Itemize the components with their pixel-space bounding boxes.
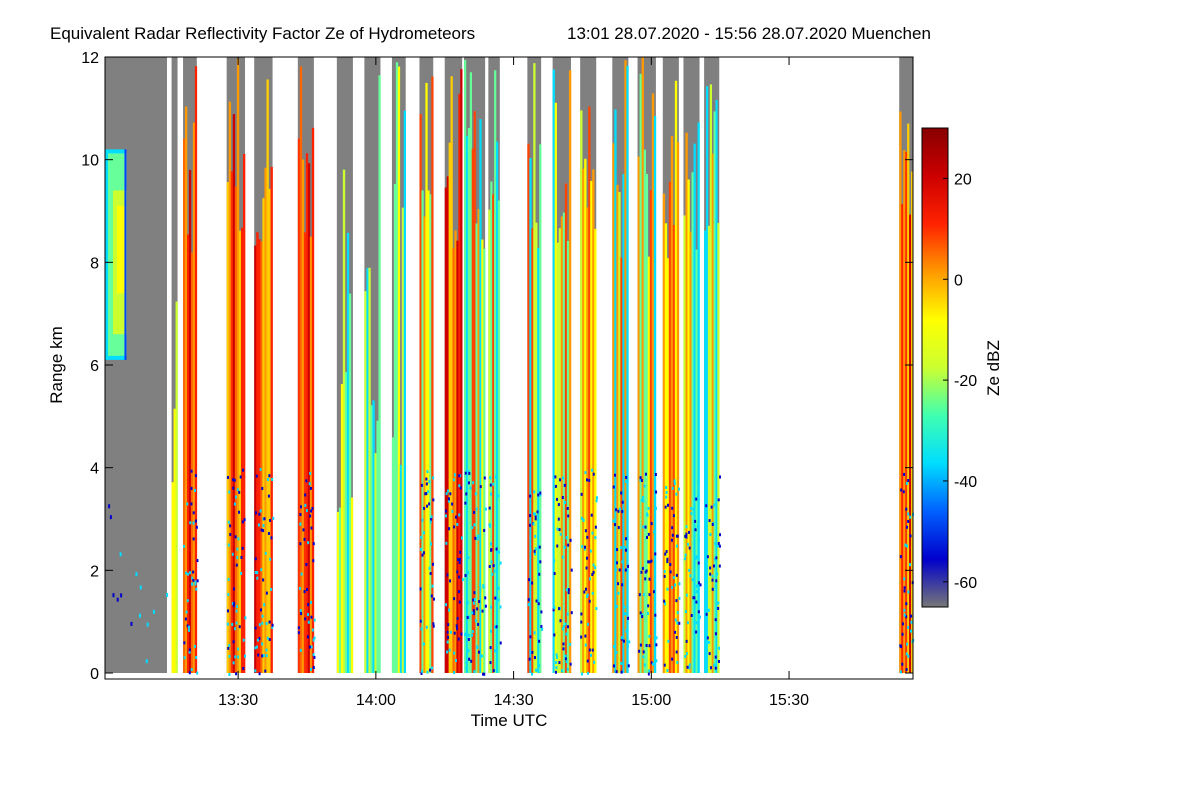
- colorbar: [921, 127, 949, 608]
- segment-0: [105, 57, 169, 673]
- y-tick-label-2: 4: [90, 461, 99, 478]
- segment-12: [488, 57, 502, 674]
- segment-16: [612, 57, 631, 674]
- x-axis-label: Time UTC: [471, 711, 548, 730]
- segment-15: [580, 57, 598, 676]
- segment-8: [391, 57, 407, 674]
- segment-1: [171, 57, 178, 673]
- chart-title: Equivalent Radar Reflectivity Factor Ze …: [50, 24, 475, 43]
- y-tick-label-0: 0: [90, 666, 99, 683]
- y-axis-label: Range km: [47, 326, 66, 403]
- segment-19: [683, 57, 702, 674]
- plot-frame: [104, 56, 914, 680]
- y-tick-label-4: 8: [90, 255, 99, 272]
- segment-4: [254, 57, 275, 676]
- segment-3: [226, 57, 247, 676]
- colorbar-tick-label-1: 0: [954, 272, 963, 289]
- plot-background: [105, 57, 913, 679]
- y-tick-label-5: 10: [81, 153, 99, 170]
- segment-18: [662, 57, 681, 674]
- heatmap-segments: [105, 57, 915, 676]
- segment-10: [444, 57, 464, 675]
- segment-6: [336, 57, 354, 673]
- x-tick-label-2: 14:30: [494, 692, 534, 709]
- y-tick-label-1: 2: [90, 563, 99, 580]
- colorbar-tick-label-2: -20: [954, 373, 977, 390]
- colorbar-label: Ze dBZ: [984, 340, 1003, 396]
- y-tick-label-3: 6: [90, 358, 99, 375]
- chart-subtitle: 13:01 28.07.2020 - 15:56 28.07.2020 Muen…: [567, 24, 931, 43]
- segment-5: [297, 57, 316, 674]
- segment-2: [183, 57, 199, 675]
- colorbar-tick-label-0: 20: [954, 171, 972, 188]
- segment-11: [464, 57, 487, 676]
- segment-14: [552, 57, 573, 674]
- x-tick-label-1: 14:00: [356, 692, 396, 709]
- x-tick-label-3: 15:00: [631, 692, 671, 709]
- segment-13: [527, 57, 544, 676]
- segment-17: [637, 57, 658, 676]
- colorbar-tick-label-4: -60: [954, 575, 977, 592]
- segment-20: [704, 57, 722, 674]
- x-tick-label-0: 13:30: [218, 692, 258, 709]
- segment-9: [419, 57, 435, 675]
- colorbar-tick-label-3: -40: [954, 474, 977, 491]
- y-axis-ticks: 0 2 4 6 8 10 12: [81, 50, 913, 683]
- x-tick-label-4: 15:30: [769, 692, 809, 709]
- y-tick-label-6: 12: [81, 50, 99, 67]
- colorbar-ticks: 20 0 -20 -40 -60: [943, 171, 977, 592]
- segment-7: [364, 57, 381, 673]
- x-axis-ticks: 13:30 14:00 14:30 15:00 15:30: [218, 57, 809, 709]
